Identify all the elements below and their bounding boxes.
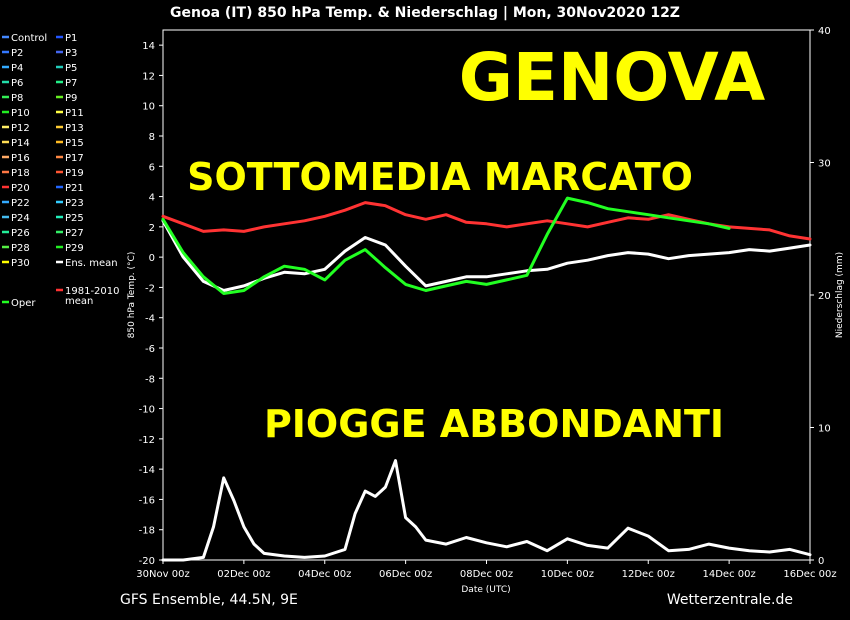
y-tick-label: -8 xyxy=(145,374,155,385)
y-tick-label: -4 xyxy=(145,314,155,325)
series-line-temp-1981-2010-mean xyxy=(161,201,812,241)
annotation-city: GENOVA xyxy=(459,39,766,116)
legend-label: Ens. mean xyxy=(65,258,118,269)
y-tick-label: 8 xyxy=(149,132,155,143)
series-line-temp-oper xyxy=(161,196,731,295)
annotation-temp: SOTTOMEDIA MARCATO xyxy=(187,155,693,199)
x-tick-label: 06Dec 00z xyxy=(379,569,432,580)
y-axis-left: 14 12 10 8 6 4 2 0 -2 -4 -6 -8 -10 -12 -14 -16 -18 -20 xyxy=(139,41,163,567)
legend-label: P2 xyxy=(11,48,23,59)
y-tick-label: 14 xyxy=(142,41,155,52)
legend-label: P14 xyxy=(11,138,30,149)
y-tick-label: -16 xyxy=(139,495,155,506)
y-axis-right: 40 30 20 10 0 xyxy=(810,26,831,567)
y-axis-label: 850 hPa Temp. (°C) xyxy=(127,252,137,339)
x-tick-label: 08Dec 00z xyxy=(460,569,513,580)
x-tick-label: 16Dec 00z xyxy=(783,569,836,580)
series-layer xyxy=(161,196,812,562)
legend-label: P11 xyxy=(65,108,84,119)
y-tick-label: -6 xyxy=(145,344,155,355)
legend-label: Oper xyxy=(11,298,36,309)
legend-label: P9 xyxy=(65,93,77,104)
y-tick-label: 4 xyxy=(149,193,155,204)
legend-label: P7 xyxy=(65,78,77,89)
y-tick-label: -2 xyxy=(145,283,155,294)
legend-label: P18 xyxy=(11,168,30,179)
legend-label: 1981-2010 xyxy=(65,286,120,297)
legend-label: P4 xyxy=(11,63,23,74)
y-tick-label: 10 xyxy=(142,102,155,113)
legend-label: Control xyxy=(11,33,47,44)
y2-tick-label: 10 xyxy=(818,424,831,435)
legend-label: P8 xyxy=(11,93,23,104)
series-line-precip-ens-mean xyxy=(161,459,812,562)
legend-label: P6 xyxy=(11,78,23,89)
legend-label: P22 xyxy=(11,198,30,209)
y2-tick-label: 0 xyxy=(818,556,824,567)
chart-title: Genoa (IT) 850 hPa Temp. & Niederschlag … xyxy=(170,5,680,21)
x-tick-label: 10Dec 00z xyxy=(541,569,594,580)
legend-label: P16 xyxy=(11,153,30,164)
legend-label: P15 xyxy=(65,138,84,149)
y-tick-label: 2 xyxy=(149,223,155,234)
y-tick-label: 12 xyxy=(142,71,155,82)
x-axis: 30Nov 00z 02Dec 00z 04Dec 00z 06Dec 00z 08De… xyxy=(136,560,837,580)
x-axis-label: Date (UTC) xyxy=(461,585,510,595)
y-tick-label: -12 xyxy=(139,435,155,446)
legend-label: P13 xyxy=(65,123,84,134)
legend-label: P27 xyxy=(65,228,84,239)
y2-tick-label: 30 xyxy=(818,159,831,170)
x-tick-label: 12Dec 00z xyxy=(622,569,675,580)
legend: Control P1 P2 P3 P4 P5 P6 P7 P8 P9 P10 P11 P12 P13 P14… xyxy=(2,33,120,309)
legend-label: mean xyxy=(65,296,93,307)
y2-axis-label: Niederschlag (mm) xyxy=(835,252,845,338)
legend-label: P28 xyxy=(11,243,30,254)
legend-label: P21 xyxy=(65,183,84,194)
y2-tick-label: 40 xyxy=(818,26,831,37)
legend-label: P5 xyxy=(65,63,77,74)
footer-model: GFS Ensemble, 44.5N, 9E xyxy=(120,592,298,608)
x-tick-label: 14Dec 00z xyxy=(703,569,756,580)
legend-label: P29 xyxy=(65,243,84,254)
legend-label: P12 xyxy=(11,123,30,134)
y-tick-label: -10 xyxy=(139,405,155,416)
x-tick-label: 04Dec 00z xyxy=(298,569,351,580)
legend-label: P10 xyxy=(11,108,30,119)
legend-label: P25 xyxy=(65,213,84,224)
legend-label: P3 xyxy=(65,48,77,59)
y-tick-label: -18 xyxy=(139,526,155,537)
legend-label: P1 xyxy=(65,33,77,44)
y-tick-label: 6 xyxy=(149,162,155,173)
x-tick-label: 02Dec 00z xyxy=(217,569,270,580)
legend-label: P20 xyxy=(11,183,30,194)
legend-label: P26 xyxy=(11,228,30,239)
legend-label: P23 xyxy=(65,198,84,209)
legend-label: P19 xyxy=(65,168,84,179)
legend-label: P17 xyxy=(65,153,84,164)
legend-label: P30 xyxy=(11,258,30,269)
footer-source: Wetterzentrale.de xyxy=(667,592,793,608)
legend-label: P24 xyxy=(11,213,30,224)
y2-tick-label: 20 xyxy=(818,291,831,302)
x-tick-label: 30Nov 00z xyxy=(136,569,189,580)
annotation-rain: PIOGGE ABBONDANTI xyxy=(264,402,724,446)
y-tick-label: 0 xyxy=(149,253,155,264)
y-tick-label: -14 xyxy=(139,465,155,476)
series-line-temp-ens-mean xyxy=(161,219,812,292)
y-tick-label: -20 xyxy=(139,556,155,567)
